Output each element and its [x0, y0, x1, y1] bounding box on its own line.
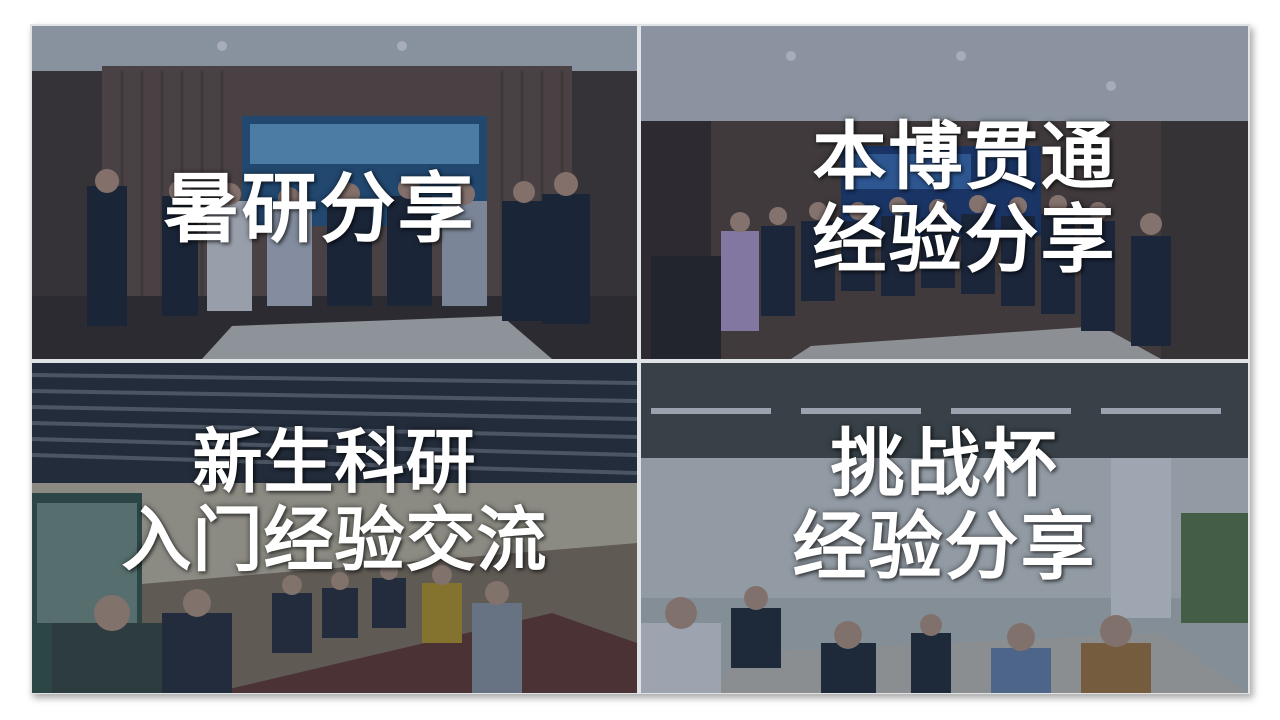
- group-photo-2: [641, 26, 1248, 359]
- panel-caption: 新生科研 入门经验交流: [32, 423, 637, 580]
- group-photo-4: [641, 363, 1248, 693]
- panel-caption: 挑战杯 经验分享: [641, 423, 1248, 589]
- group-photo-1: [32, 26, 637, 359]
- photo-panel-bachelor-phd: 本博贯通 经验分享: [641, 26, 1248, 359]
- caption-line: 暑研分享: [163, 164, 476, 253]
- group-photo-3: [32, 363, 637, 693]
- photo-panel-summer-research: 暑研分享: [32, 26, 637, 359]
- caption-line: 挑战杯: [830, 421, 1059, 507]
- caption-line: 经验分享: [812, 196, 1117, 283]
- caption-line: 新生科研: [192, 421, 477, 503]
- photo-panel-challenge-cup: 挑战杯 经验分享: [641, 363, 1248, 693]
- panel-caption: 暑研分享: [32, 166, 637, 251]
- caption-line: 本博贯通: [812, 114, 1117, 200]
- caption-line: 经验分享: [792, 503, 1097, 590]
- photo-panel-freshman-research: 新生科研 入门经验交流: [32, 363, 637, 693]
- panel-caption: 本博贯通 经验分享: [681, 116, 1248, 282]
- caption-line: 入门经验交流: [121, 499, 548, 582]
